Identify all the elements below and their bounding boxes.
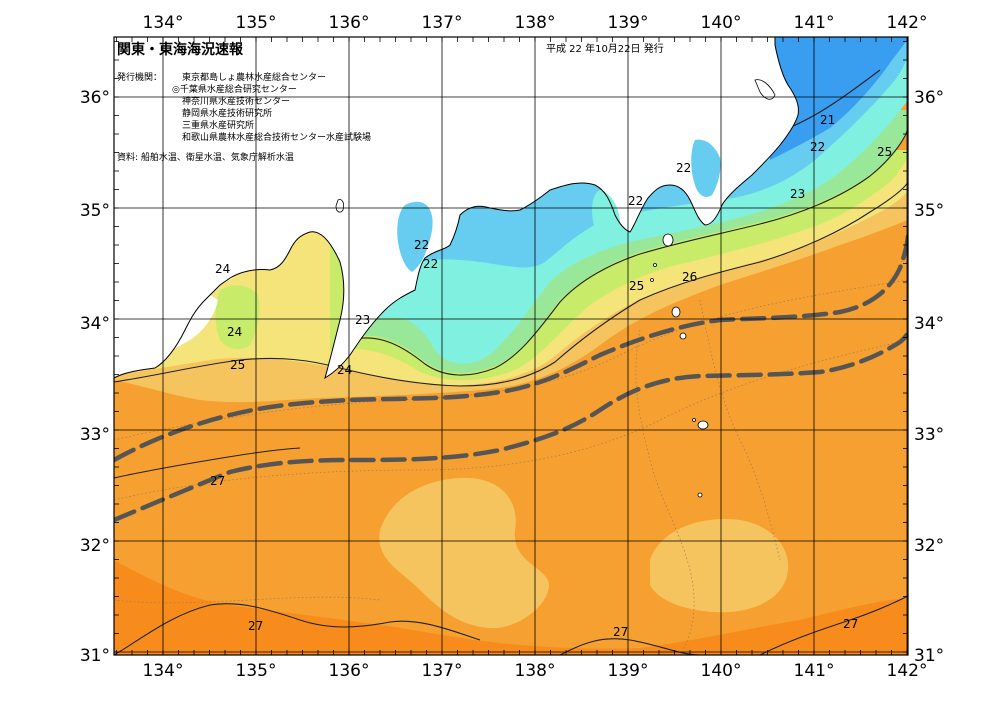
water-21-region [770,37,908,160]
map-frame [113,36,909,656]
lon-tick-bottom: 137° [422,661,463,681]
contour-label: 22 [810,140,825,154]
lon-tick-bottom: 141° [794,661,835,681]
water-26b-patch-2 [650,519,789,613]
issuer-1: 東京都島しょ農林水産総合センター [182,71,326,83]
water-26b-patch-1 [379,477,549,629]
contour-labels: 21 22 25 22 23 22 22 22 26 25 24 24 25 2… [210,113,892,639]
lat-tick-right: 33° [914,425,944,445]
lat-tick-right: 36° [914,88,944,108]
island-small-3 [653,263,657,267]
contour-label: 25 [877,145,892,159]
lon-tick-top: 134° [143,13,184,33]
minor-ticks [114,37,908,655]
lon-tick-top: 137° [422,13,463,33]
contour-label: 21 [820,113,835,127]
water-ise-bay [397,201,433,272]
lon-tick-top: 142° [887,13,928,33]
island-hachijo [697,420,709,430]
dotted-isotherms [114,279,908,655]
contour-label: 22 [423,257,438,271]
map-area: 21 22 25 22 23 22 22 22 26 25 24 24 25 2… [114,37,908,655]
issuer-2: ◎千葉県水産総合研究センター [172,83,297,95]
contour-label: 27 [613,625,628,639]
map-title: 関東・東海海況速報 [117,41,244,58]
lat-ticks-left: 36° 35° 34° 33° 32° 31° [80,88,110,666]
lat-tick-left: 31° [80,646,110,666]
lon-tick-top: 138° [515,13,556,33]
issuer-4: 静岡県水産技術研究所 [182,107,272,119]
island-small-1 [692,418,696,422]
land-small-top-2 [754,79,776,100]
issuer-3: 神奈川県水産技術センター [182,95,290,107]
land-awaji [213,259,238,281]
graticule [114,37,908,655]
contour-label: 27 [843,617,858,631]
water-tokyo-bay [691,139,721,197]
water-28-region-sw [114,560,908,655]
lon-ticks-top: 134° 135° 136° 137° 138° 139° 140° 141° … [143,13,928,33]
island-toshima [671,306,681,318]
issuers-label: 発行機関： [117,71,162,83]
contour-label: 22 [414,238,429,252]
data-source: 資料: 船舶水温、衛星水温、気象庁解析水温 [117,151,294,163]
contour-label: 24 [215,262,230,276]
kuroshio-axis [114,232,908,523]
lat-ticks-right: 36° 35° 34° 33° 32° 31° [914,88,944,666]
solid-isotherms [114,69,908,655]
island-miyake [679,332,687,340]
lon-tick-top: 141° [794,13,835,33]
lon-tick-bottom: 134° [143,661,184,681]
contour-label: 27 [210,474,225,488]
contour-label: 24 [227,325,242,339]
coastline [114,37,799,380]
island-small-2 [697,492,703,498]
issuer-6: 和歌山県農林水産総合技術センター水産試験場 [182,131,371,143]
land-shikoku [114,295,218,372]
contour-label: 24 [337,363,352,377]
lon-ticks-bottom: 134° 135° 136° 137° 138° 139° 140° 141° … [143,661,928,681]
lat-tick-left: 34° [80,314,110,334]
contour-label: 23 [790,187,805,201]
contour-label: 25 [230,358,245,372]
contour-label: 26 [682,270,697,284]
lat-tick-right: 35° [914,201,944,221]
lat-tick-right: 31° [914,646,944,666]
lat-tick-left: 32° [80,536,110,556]
lat-tick-right: 34° [914,314,944,334]
lat-tick-left: 35° [80,201,110,221]
lon-tick-bottom: 135° [236,661,277,681]
issuer-5: 三重県水産研究所 [182,119,254,131]
izu-islands [650,233,709,498]
lon-tick-bottom: 139° [608,661,649,681]
info-panel-bg [114,37,504,172]
island-oshima [662,233,674,247]
contour-label: 25 [629,279,644,293]
issue-date: 平成 22 年10月22日 発行 [546,42,664,55]
lon-tick-bottom: 136° [329,661,370,681]
lon-tick-bottom: 140° [701,661,742,681]
lon-tick-top: 135° [236,13,277,33]
lon-tick-top: 139° [608,13,649,33]
lon-tick-top: 140° [701,13,742,33]
water-osaka-bay [215,285,260,350]
contour-label: 22 [676,161,691,175]
contour-label: 22 [628,194,643,208]
island-small-4 [650,278,654,282]
lon-tick-bottom: 142° [887,661,928,681]
water-suruga-bay [592,190,620,248]
lat-tick-left: 33° [80,425,110,445]
lat-tick-left: 36° [80,88,110,108]
contour-label: 27 [248,619,263,633]
lat-tick-right: 32° [914,536,944,556]
land-small-top [335,199,345,213]
contour-label: 23 [355,313,370,327]
lon-tick-bottom: 138° [515,661,556,681]
lon-tick-top: 136° [329,13,370,33]
